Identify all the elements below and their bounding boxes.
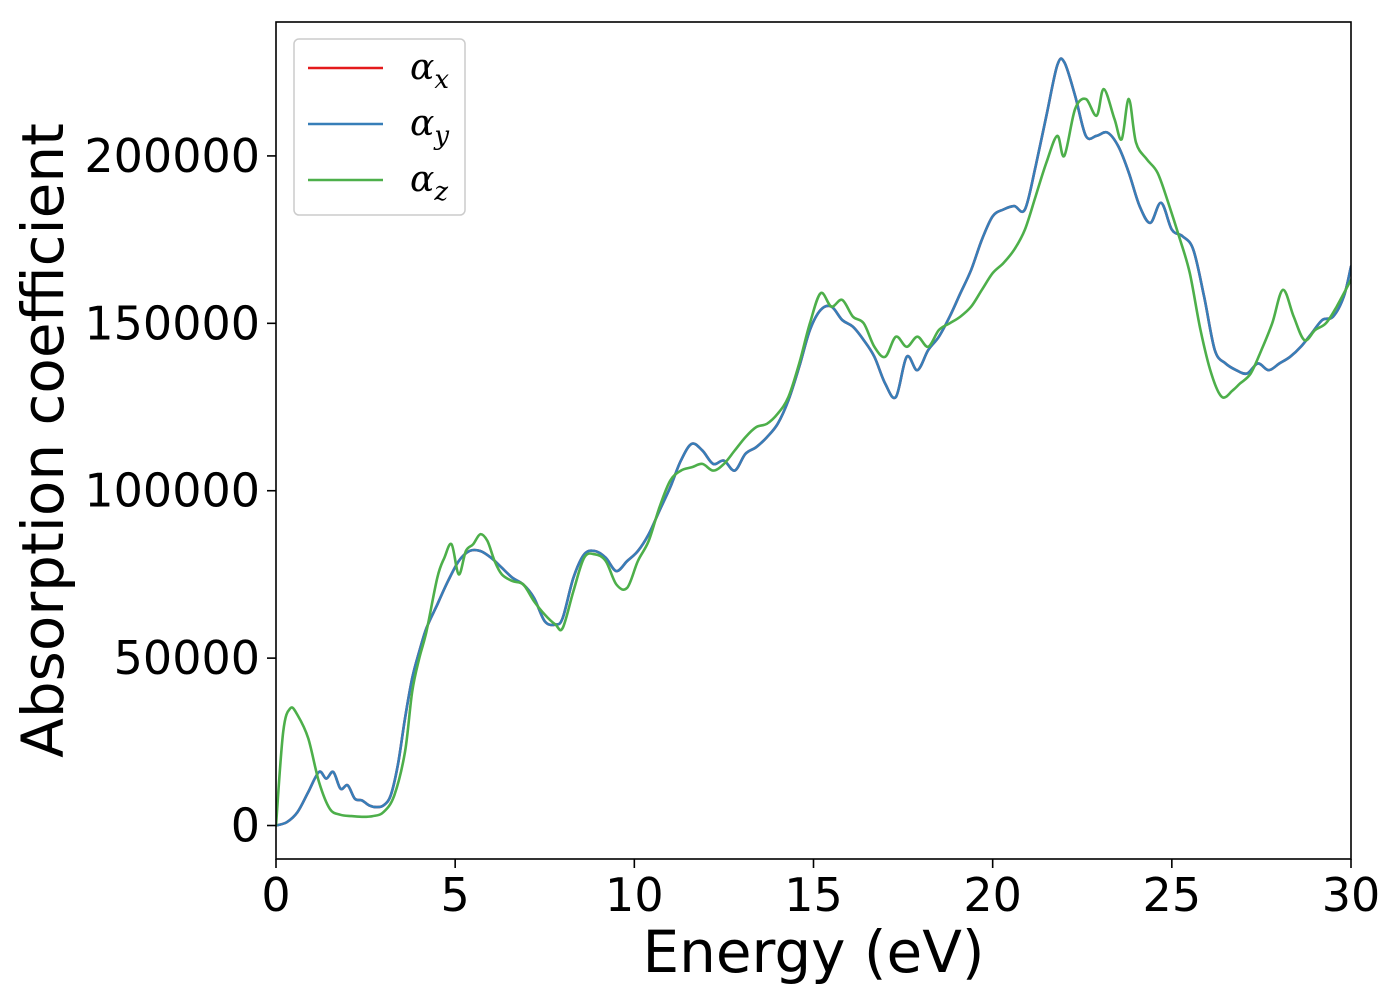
x-tick-label: 10 — [605, 868, 664, 922]
y-axis-title: Absorption coefficient — [9, 123, 77, 758]
x-tick-label: 30 — [1322, 868, 1381, 922]
x-tick-label: 0 — [261, 868, 290, 922]
x-tick-label: 5 — [441, 868, 470, 922]
y-axis-ticks: 0 50000 100000 150000 200000 — [84, 129, 276, 853]
series-line-y — [276, 57, 1351, 827]
x-axis-title: Energy (eV) — [642, 918, 984, 986]
series-line-z — [276, 87, 1351, 827]
x-tick-label: 20 — [963, 868, 1022, 922]
y-tick-label: 50000 — [114, 631, 260, 685]
y-tick-label: 150000 — [84, 296, 260, 350]
y-tick-label: 100000 — [84, 464, 260, 518]
legend-label-x: αx — [410, 47, 449, 95]
legend-label-y: αy — [410, 103, 449, 151]
x-tick-label: 15 — [784, 868, 843, 922]
y-tick-label: 200000 — [84, 129, 260, 183]
plot-layer — [276, 57, 1351, 827]
legend-label-z: αz — [410, 159, 448, 207]
x-axis-ticks: 0 5 10 15 20 25 30 — [261, 859, 1380, 922]
y-tick-label: 0 — [231, 799, 260, 853]
legend: αx αy αz — [293, 38, 466, 216]
x-tick-label: 25 — [1143, 868, 1202, 922]
legend-box — [293, 38, 466, 216]
